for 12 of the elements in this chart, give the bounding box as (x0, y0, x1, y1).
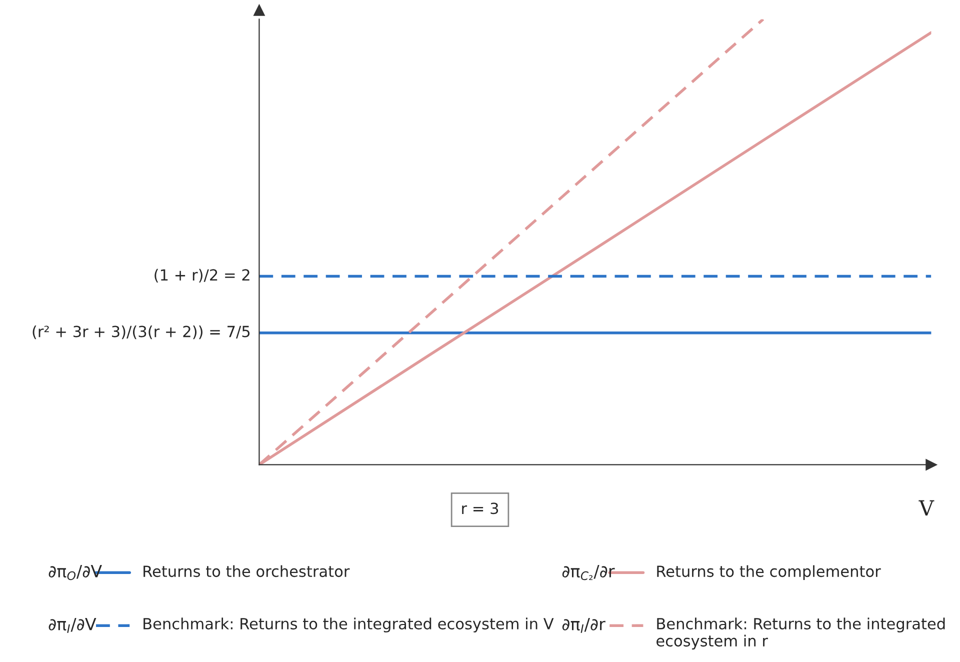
legend-label: Returns to the orchestrator (144, 565, 350, 578)
legend-label: Benchmark: Returns to the integrated ecosystem in r (656, 618, 945, 650)
text: (r² + 3r + 3)/(3(r + 2)) = 7/5 (32, 325, 250, 340)
legend-label: Returns to the complementor (657, 565, 881, 580)
text: (1 + r)/2 = 2 (154, 268, 250, 282)
legend-label: Benchmark: Returns to the integrated ecosystem in V (144, 618, 554, 632)
text: ∂π$_{C₂}$/∂r (562, 565, 615, 580)
text: ∂π$_{O}$/∂V (48, 565, 102, 580)
text: ∂π$_{I}$/∂r (562, 618, 606, 633)
text: r = 3 (462, 502, 498, 514)
x-axis-title: V (918, 500, 934, 516)
text: ∂π$_{I}$/∂V (48, 618, 96, 633)
